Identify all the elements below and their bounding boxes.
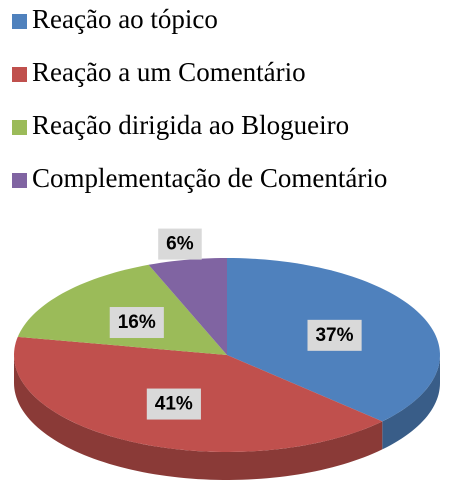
data-label-box (109, 307, 164, 339)
data-label: 16% (118, 312, 156, 333)
slice-side (14, 355, 383, 480)
legend-label: Reação a um Comentário (32, 57, 306, 87)
legend-label: Reação ao tópico (32, 4, 218, 34)
legend-swatch (12, 67, 27, 82)
legend-swatch (12, 173, 27, 188)
data-label-box (146, 388, 201, 420)
legend-label: Reação dirigida ao Blogueiro (32, 110, 349, 140)
data-label: 6% (166, 234, 194, 255)
slice (148, 258, 227, 355)
legend-swatch (12, 14, 27, 29)
legend-swatch (12, 120, 27, 135)
data-label-box (158, 228, 202, 260)
data-label: 37% (315, 325, 353, 346)
legend-label: Complementação de Comentário (32, 163, 387, 193)
data-label-box (307, 319, 362, 351)
data-label: 41% (155, 394, 193, 415)
slice-side (382, 355, 440, 450)
